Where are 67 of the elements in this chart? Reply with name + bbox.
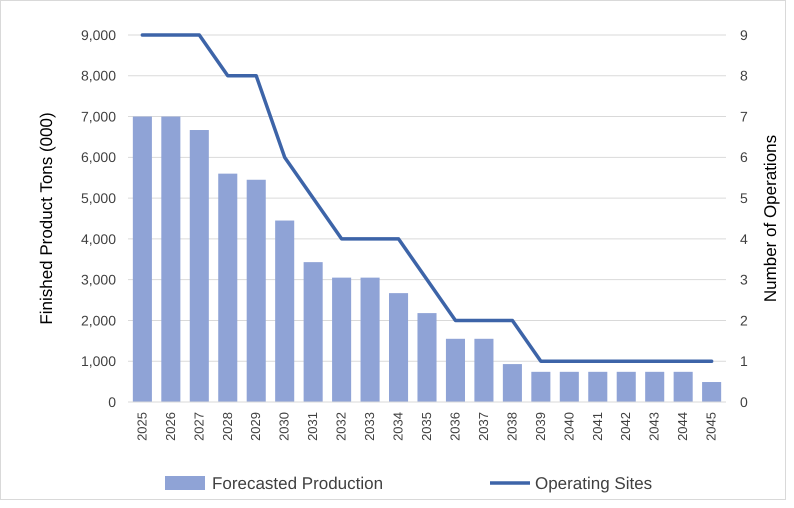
bar	[417, 313, 437, 402]
bar	[616, 372, 636, 402]
y2-tick-label: 2	[740, 312, 748, 328]
bar	[502, 364, 522, 402]
bar	[702, 382, 722, 402]
bar	[389, 293, 408, 402]
x-tick-label: 2035	[419, 412, 434, 441]
bar	[645, 372, 664, 402]
y2-tick-label: 9	[740, 26, 748, 43]
bar	[674, 372, 693, 402]
y-tick-label: 3,000	[80, 272, 116, 288]
bar	[446, 338, 465, 402]
bar	[218, 174, 238, 402]
bar	[332, 278, 352, 402]
y2-tick-label: 8	[740, 68, 748, 84]
bar	[304, 262, 323, 402]
y2-tick-label: 0	[740, 394, 748, 410]
x-tick-label: 2027	[191, 412, 206, 441]
y-tick-label: 9,000	[80, 26, 116, 43]
x-tick-label: 2036	[447, 412, 462, 441]
y-axis-title: Finished Product Tons (000)	[37, 112, 56, 325]
y-tick-label: 7,000	[80, 108, 116, 124]
x-tick-label: 2032	[334, 412, 349, 441]
y-tick-label: 0	[108, 394, 116, 410]
bar	[132, 116, 152, 402]
x-tick-label: 2044	[675, 412, 690, 441]
x-tick-label: 2043	[646, 412, 662, 441]
x-tick-label: 2037	[476, 412, 491, 441]
legend-label: Forecasted Production	[212, 474, 384, 493]
y-tick-label: 8,000	[80, 68, 116, 84]
y2-tick-label: 5	[740, 190, 748, 206]
bar	[531, 372, 550, 402]
legend-label: Operating Sites	[535, 474, 652, 493]
x-tick-label: 2041	[590, 412, 605, 441]
bar	[161, 116, 180, 402]
bar	[560, 372, 579, 402]
x-tick-label: 2026	[162, 412, 178, 441]
x-tick-label: 2039	[532, 412, 548, 441]
x-tick-label: 2045	[704, 412, 719, 441]
bar	[275, 220, 294, 402]
x-tick-label: 2029	[248, 412, 264, 441]
y-tick-label: 2,000	[80, 312, 116, 328]
x-tick-label: 2028	[220, 412, 235, 441]
y2-tick-label: 3	[740, 272, 748, 288]
x-tick-label: 2040	[561, 412, 576, 441]
y2-tick-label: 4	[740, 230, 748, 247]
bar	[360, 278, 380, 402]
y-tick-label: 4,000	[80, 230, 116, 247]
x-tick-label: 2038	[504, 412, 520, 441]
bar	[474, 338, 494, 402]
line-series	[140, 33, 714, 363]
y2-tick-label: 1	[740, 353, 748, 370]
x-tick-label: 2031	[305, 412, 320, 441]
bar	[246, 180, 266, 402]
y-tick-label: 1,000	[80, 353, 116, 370]
y-tick-label: 5,000	[80, 190, 116, 206]
x-tick-label: 2033	[362, 412, 378, 441]
x-tick-label: 2030	[276, 412, 292, 441]
x-tick-label: 2025	[134, 412, 150, 441]
y2-tick-label: 6	[740, 149, 748, 166]
y2-tick-label: 7	[740, 108, 748, 124]
bar	[588, 372, 608, 402]
bar	[190, 130, 209, 402]
x-tick-label: 2042	[618, 412, 634, 441]
y-tick-label: 6,000	[80, 149, 116, 166]
x-tick-label: 2034	[390, 412, 406, 441]
y2-axis-title: Number of Operations	[761, 134, 780, 302]
